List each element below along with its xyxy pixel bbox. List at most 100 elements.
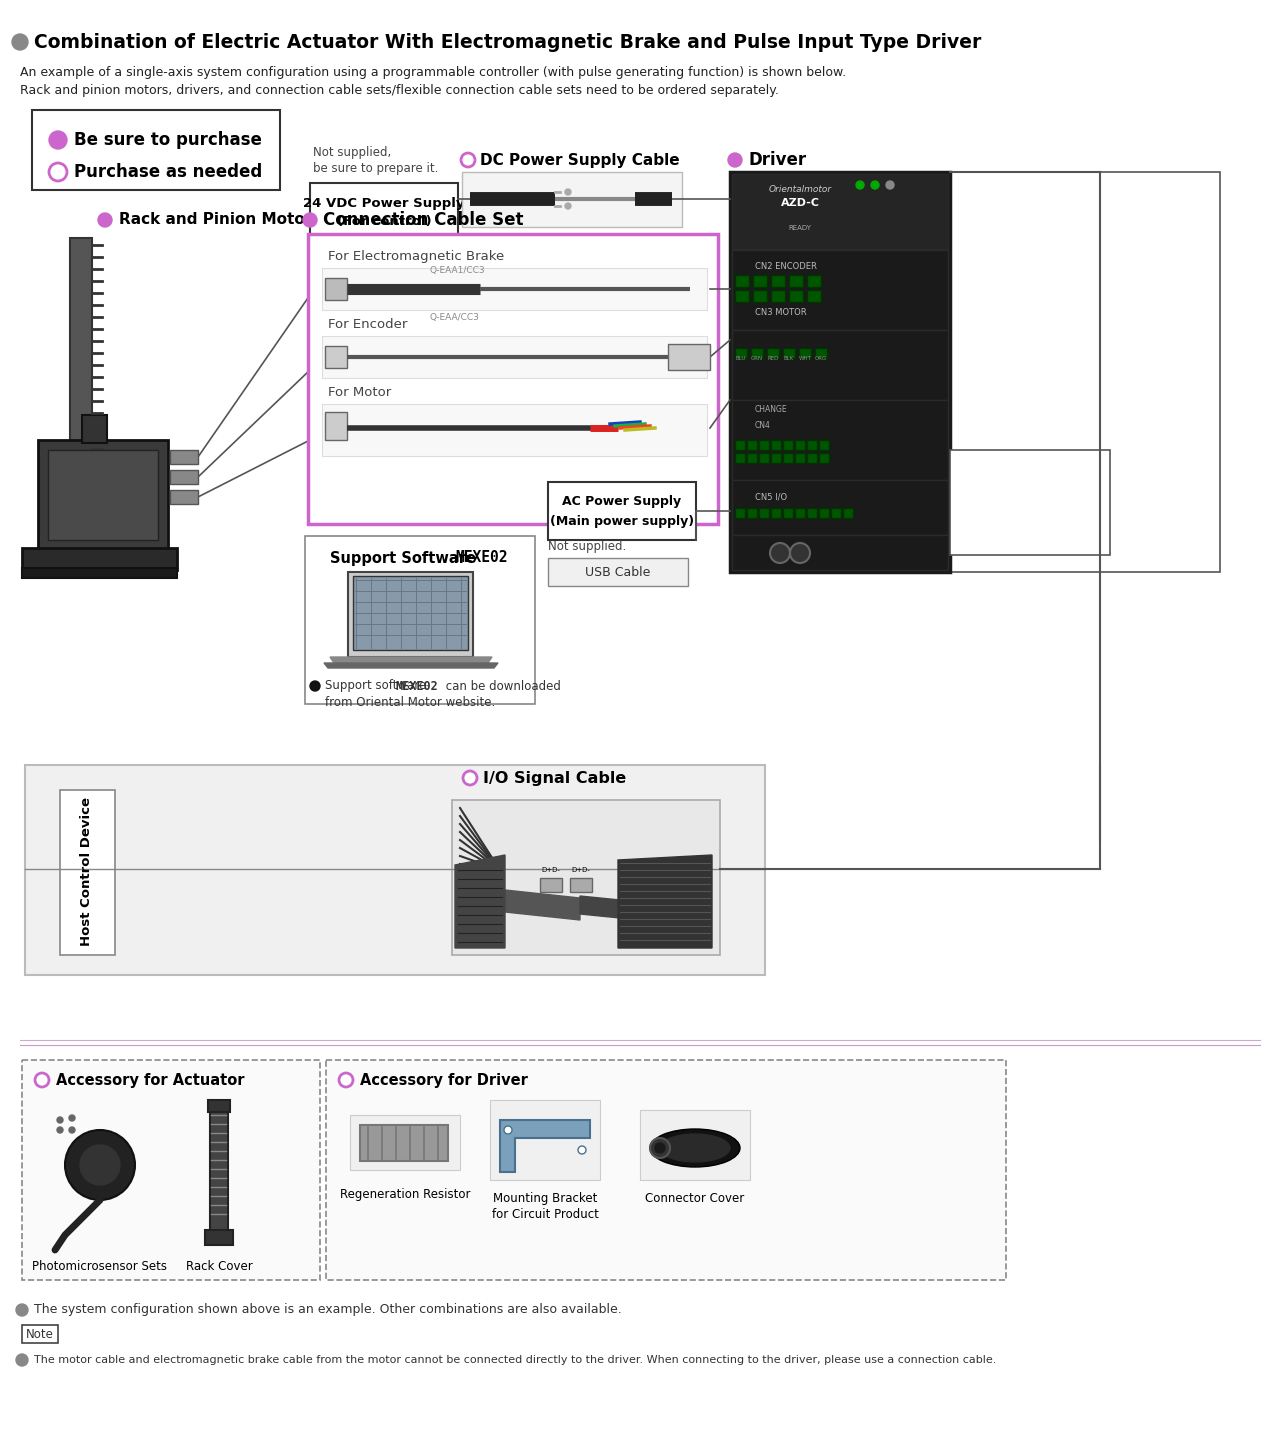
- Bar: [325, 412, 347, 440]
- Bar: [758, 453, 769, 463]
- Bar: [771, 290, 785, 302]
- Bar: [640, 1110, 749, 1180]
- Text: Accessory for Driver: Accessory for Driver: [359, 1072, 528, 1087]
- Bar: [783, 453, 793, 463]
- Bar: [767, 347, 779, 358]
- Bar: [668, 345, 710, 370]
- Text: 24 VDC Power Supply: 24 VDC Power Supply: [303, 196, 464, 210]
- Text: CN5 I/O: CN5 I/O: [755, 493, 787, 502]
- Circle shape: [565, 189, 570, 194]
- Bar: [753, 275, 767, 287]
- Bar: [783, 508, 793, 518]
- Bar: [304, 536, 535, 704]
- Text: AZD-C: AZD-C: [780, 197, 820, 207]
- Text: Orientalmotor: Orientalmotor: [769, 184, 831, 194]
- Polygon shape: [579, 897, 620, 918]
- Text: Regeneration Resistor: Regeneration Resistor: [340, 1188, 471, 1201]
- Bar: [451, 799, 720, 955]
- Circle shape: [460, 153, 475, 167]
- Bar: [732, 480, 948, 535]
- Text: The system configuration shown above is an example. Other combinations are also : The system configuration shown above is …: [35, 1304, 622, 1317]
- Bar: [796, 440, 804, 450]
- Bar: [730, 172, 950, 572]
- Text: CN3 MOTOR: CN3 MOTOR: [755, 307, 807, 317]
- Circle shape: [871, 182, 879, 189]
- Bar: [771, 275, 785, 287]
- Bar: [353, 576, 468, 651]
- Text: For Motor: For Motor: [327, 386, 391, 399]
- Bar: [308, 235, 718, 523]
- Text: BLU: BLU: [735, 356, 746, 360]
- Bar: [170, 470, 198, 483]
- Text: GRN: GRN: [751, 356, 764, 360]
- Text: (For control): (For control): [336, 216, 431, 229]
- Bar: [326, 1060, 1007, 1280]
- Bar: [758, 440, 769, 450]
- Text: CN2 ENCODER: CN2 ENCODER: [755, 262, 817, 272]
- Bar: [170, 490, 198, 503]
- Text: Connection Cable Set: Connection Cable Set: [324, 212, 523, 229]
- Polygon shape: [618, 855, 712, 948]
- Circle shape: [69, 1115, 75, 1121]
- Text: can be downloaded: can be downloaded: [443, 679, 561, 692]
- Bar: [325, 346, 347, 368]
- Bar: [807, 290, 821, 302]
- Circle shape: [49, 163, 67, 182]
- Text: Note: Note: [26, 1327, 54, 1340]
- Polygon shape: [324, 664, 498, 668]
- Circle shape: [35, 1072, 49, 1087]
- Bar: [789, 290, 803, 302]
- Bar: [796, 508, 804, 518]
- Text: Mounting Bracket: Mounting Bracket: [492, 1193, 597, 1205]
- Bar: [771, 440, 781, 450]
- Bar: [807, 440, 817, 450]
- Text: USB Cable: USB Cable: [586, 565, 651, 579]
- Bar: [735, 347, 747, 358]
- Bar: [783, 347, 796, 358]
- Bar: [950, 450, 1110, 555]
- Bar: [807, 453, 817, 463]
- Bar: [796, 453, 804, 463]
- Text: Support software: Support software: [325, 679, 430, 692]
- Text: CHANGE: CHANGE: [755, 405, 788, 415]
- Text: ORG: ORG: [815, 356, 828, 360]
- Bar: [490, 1100, 600, 1180]
- Circle shape: [12, 34, 28, 50]
- Circle shape: [650, 1138, 670, 1158]
- Bar: [747, 453, 757, 463]
- Circle shape: [65, 1130, 136, 1200]
- Bar: [359, 1125, 448, 1161]
- Circle shape: [17, 1354, 28, 1366]
- Text: CN4: CN4: [755, 420, 771, 430]
- Bar: [26, 765, 765, 975]
- Text: Q-EAA1/CC3: Q-EAA1/CC3: [430, 266, 486, 275]
- Bar: [747, 440, 757, 450]
- Text: Host Control Device: Host Control Device: [81, 798, 93, 947]
- Text: Photomicrosensor Sets: Photomicrosensor Sets: [32, 1260, 168, 1273]
- Text: (Main power supply): (Main power supply): [550, 515, 694, 528]
- Circle shape: [504, 1125, 512, 1134]
- Text: Combination of Electric Actuator With Electromagnetic Brake and Pulse Input Type: Combination of Electric Actuator With El…: [35, 33, 981, 51]
- Bar: [753, 290, 767, 302]
- Bar: [60, 789, 115, 955]
- Bar: [547, 558, 688, 586]
- Text: An example of a single-axis system configuration using a programmable controller: An example of a single-axis system confi…: [20, 66, 847, 79]
- Bar: [732, 330, 948, 400]
- Bar: [807, 275, 821, 287]
- Circle shape: [728, 153, 742, 167]
- Ellipse shape: [660, 1134, 730, 1163]
- Bar: [22, 1060, 320, 1280]
- Circle shape: [310, 681, 320, 691]
- Text: Accessory for Actuator: Accessory for Actuator: [56, 1072, 244, 1087]
- Text: For Encoder: For Encoder: [327, 317, 408, 330]
- Text: WHT: WHT: [798, 356, 811, 360]
- Bar: [322, 267, 707, 310]
- Text: Support Software: Support Software: [330, 551, 481, 565]
- Text: Not supplied,: Not supplied,: [313, 146, 391, 159]
- Bar: [170, 450, 198, 463]
- Bar: [82, 415, 107, 443]
- Bar: [950, 172, 1220, 572]
- Bar: [322, 405, 707, 456]
- Text: Rack Cover: Rack Cover: [185, 1260, 252, 1273]
- Circle shape: [886, 182, 894, 189]
